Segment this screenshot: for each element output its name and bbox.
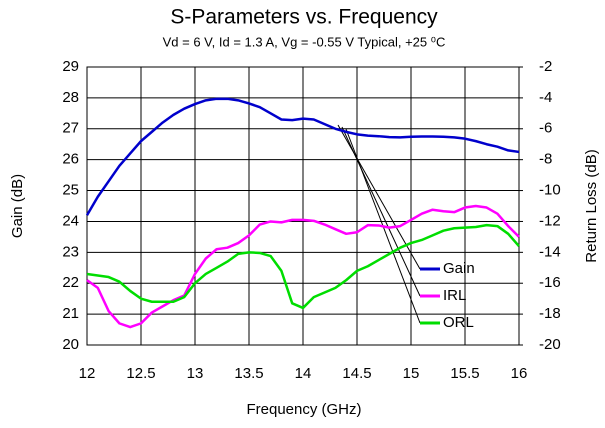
y-axis-label: Gain (dB) [9, 174, 26, 238]
y-tick-label: 21 [62, 305, 79, 322]
legend-label: Gain [443, 260, 475, 277]
y2-tick-label: -4 [539, 89, 552, 106]
leader-line [337, 124, 421, 270]
y2-tick-label: -18 [539, 305, 561, 322]
y2-tick-label: -10 [539, 182, 561, 199]
y2-tick-label: -20 [539, 336, 561, 353]
leader-lines [337, 124, 421, 324]
y2-axis-label: Return Loss (dB) [583, 149, 600, 262]
x-tick-label: 13.5 [234, 365, 263, 382]
y-tick-label: 28 [62, 89, 79, 106]
x-tick-label: 15 [403, 365, 420, 382]
x-tick-label: 14 [295, 365, 312, 382]
y2-tick-label: -6 [539, 120, 552, 137]
chart-title: S-Parameters vs. Frequency [170, 6, 438, 29]
y-tick-label: 20 [62, 336, 79, 353]
y2-tick-label: -8 [539, 151, 552, 168]
x-tick-label: 13 [187, 365, 204, 382]
x-tick-label: 16 [511, 365, 528, 382]
y-tick-label: 23 [62, 243, 79, 260]
y-tick-label: 25 [62, 182, 79, 199]
plot-border [86, 66, 520, 346]
x-tick-label: 14.5 [342, 365, 371, 382]
series-line [86, 223, 520, 310]
x-tick-label: 15.5 [450, 365, 479, 382]
y-tick-label: 27 [62, 120, 79, 137]
y2-tick-label: -2 [539, 58, 552, 75]
x-axis-label: Frequency (GHz) [246, 401, 361, 418]
y2-tick-label: -12 [539, 212, 561, 229]
x-tick-label: 12.5 [126, 365, 155, 382]
legend-label: IRL [443, 287, 466, 304]
series-line [86, 204, 520, 329]
leader-line [341, 126, 421, 297]
legend-label: ORL [443, 314, 474, 331]
y-tick-label: 24 [62, 212, 79, 229]
y2-tick-label: -16 [539, 274, 561, 291]
y2-tick-label: -14 [539, 243, 561, 260]
y-tick-label: 29 [62, 58, 79, 75]
y-tick-label: 22 [62, 274, 79, 291]
y-tick-label: 26 [62, 151, 79, 168]
x-tick-label: 12 [79, 365, 96, 382]
series-line [85, 97, 520, 216]
chart-subtitle: Vd = 6 V, Id = 1.3 A, Vg = -0.55 V Typic… [163, 34, 446, 49]
